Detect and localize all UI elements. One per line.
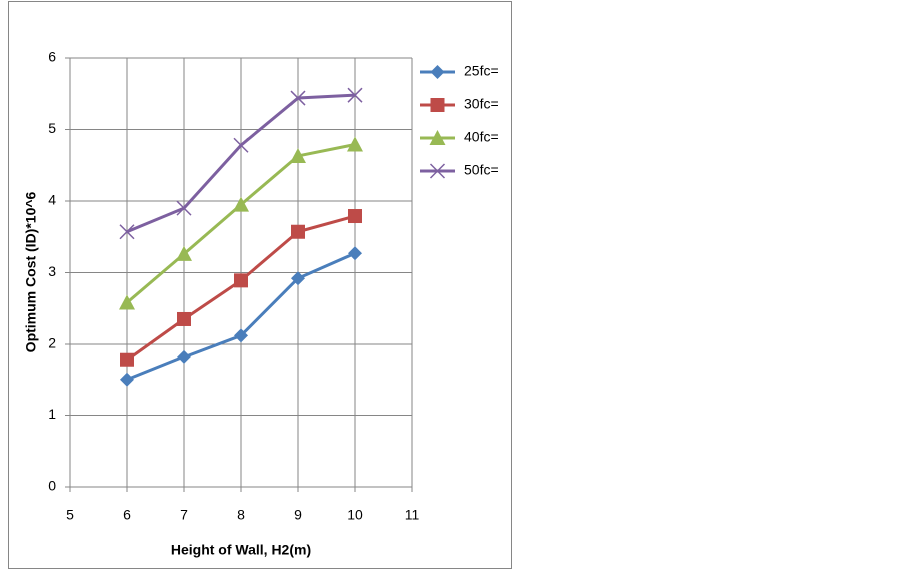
legend-label: 30fc= xyxy=(464,96,499,112)
y-axis-title: Optimum Cost (ID)*10^6 xyxy=(23,191,39,352)
chart-border xyxy=(8,1,512,569)
data-point xyxy=(234,273,248,288)
legend-marker xyxy=(430,65,445,79)
x-axis-title: Height of Wall, H2(m) xyxy=(171,542,311,558)
data-point xyxy=(119,294,135,310)
data-point xyxy=(119,224,135,240)
legend-marker xyxy=(430,98,445,112)
x-tick-label: 11 xyxy=(405,507,420,523)
data-point xyxy=(233,137,249,153)
legend-label: 40fc= xyxy=(464,129,499,145)
x-tick-label: 7 xyxy=(180,507,188,523)
data-point xyxy=(347,136,363,152)
y-tick-label: 6 xyxy=(48,49,56,65)
y-tick-label: 4 xyxy=(48,192,56,208)
data-point xyxy=(290,90,306,106)
data-point xyxy=(176,200,192,216)
legend-label: 50fc= xyxy=(464,162,499,178)
data-point xyxy=(348,246,362,261)
x-tick-label: 6 xyxy=(123,507,131,523)
data-point xyxy=(177,311,191,326)
legend-label: 25fc= xyxy=(464,63,499,79)
y-tick-label: 5 xyxy=(48,120,56,136)
data-point xyxy=(120,372,134,387)
data-point xyxy=(347,87,363,103)
data-point xyxy=(233,196,249,212)
data-point xyxy=(291,271,305,286)
y-tick-label: 2 xyxy=(48,335,56,351)
data-point xyxy=(290,147,306,163)
x-tick-label: 5 xyxy=(66,507,74,523)
x-tick-label: 9 xyxy=(294,507,302,523)
x-tick-label: 8 xyxy=(237,507,245,523)
y-tick-label: 3 xyxy=(48,263,56,279)
data-point xyxy=(177,349,191,364)
data-point xyxy=(291,224,305,239)
data-point xyxy=(348,209,362,224)
legend-marker xyxy=(429,130,446,145)
data-point xyxy=(120,352,134,367)
legend-marker xyxy=(429,163,446,179)
y-tick-label: 1 xyxy=(48,406,56,422)
x-tick-label: 10 xyxy=(347,507,363,523)
data-point xyxy=(176,245,192,261)
data-point xyxy=(234,328,248,343)
y-tick-label: 0 xyxy=(48,478,56,494)
